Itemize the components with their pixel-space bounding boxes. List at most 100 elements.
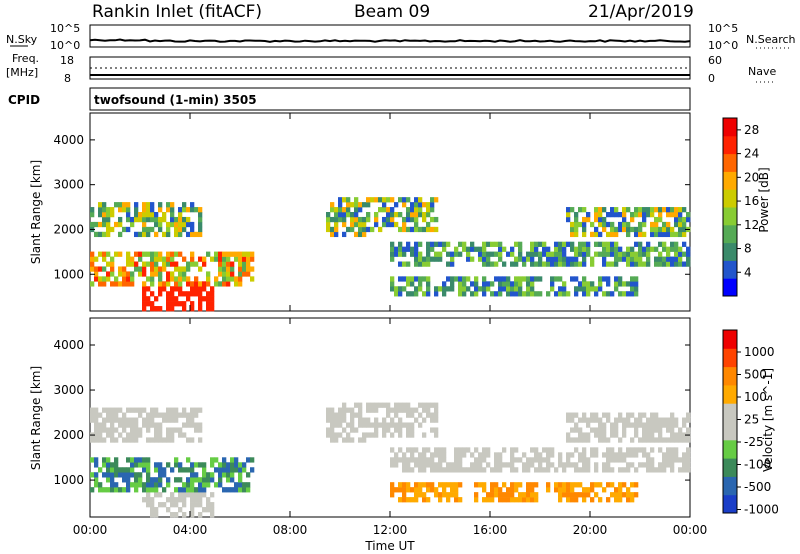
echo-cell	[638, 212, 643, 218]
echo-cell	[594, 467, 599, 473]
echo-cell	[154, 482, 159, 488]
echo-cell	[490, 497, 495, 503]
echo-cell	[102, 462, 107, 468]
echo-cell	[146, 502, 151, 508]
echo-cell	[182, 422, 187, 428]
echo-cell	[642, 447, 647, 453]
echo-cell	[214, 457, 219, 463]
echo-cell	[422, 276, 427, 282]
echo-cell	[482, 251, 487, 257]
echo-cell	[634, 452, 639, 458]
echo-cell	[670, 412, 675, 418]
echo-cell	[170, 221, 175, 228]
echo-cell	[594, 212, 599, 218]
echo-cell	[194, 427, 199, 433]
echo-cell	[498, 251, 503, 257]
echo-cell	[418, 261, 423, 267]
echo-cell	[350, 216, 355, 223]
colorbar-swatch	[723, 260, 737, 279]
echo-cell	[198, 216, 203, 223]
echo-cell	[234, 251, 239, 257]
echo-cell	[106, 212, 111, 218]
echo-cell	[474, 276, 479, 282]
echo-cell	[242, 266, 247, 272]
echo-cell	[622, 207, 627, 213]
echo-cell	[554, 241, 559, 247]
echo-cell	[582, 261, 587, 267]
echo-cell	[522, 467, 527, 473]
echo-cell	[338, 417, 343, 423]
echo-cell	[610, 246, 615, 252]
echo-cell	[182, 256, 187, 262]
echo-cell	[606, 437, 611, 443]
echo-cell	[166, 437, 171, 443]
echo-cell	[154, 507, 159, 513]
echo-cell	[494, 492, 499, 498]
echo-cell	[122, 281, 127, 287]
echo-cell	[186, 291, 191, 297]
echo-cell	[534, 497, 539, 503]
echo-cell	[134, 212, 139, 218]
echo-cell	[122, 437, 127, 443]
echo-cell	[98, 427, 103, 433]
echo-cell	[230, 457, 235, 463]
echo-cell	[414, 256, 419, 262]
echo-cell	[330, 202, 335, 208]
echo-cell	[394, 407, 399, 413]
echo-cell	[238, 482, 243, 488]
echo-cell	[434, 492, 439, 498]
echo-cell	[154, 296, 159, 302]
echo-cell	[366, 212, 371, 218]
echo-cell	[130, 472, 135, 478]
echo-cell	[674, 261, 679, 267]
echo-cell	[614, 422, 619, 428]
echo-cell	[334, 226, 339, 233]
echo-cell	[350, 212, 355, 218]
echo-cell	[234, 457, 239, 463]
echo-cell	[638, 412, 643, 418]
echo-cell	[366, 432, 371, 438]
echo-cell	[202, 482, 207, 488]
echo-cell	[150, 482, 155, 488]
echo-cell	[526, 462, 531, 468]
echo-cell	[530, 482, 535, 488]
echo-cell	[386, 207, 391, 213]
echo-cell	[562, 487, 567, 493]
echo-cell	[578, 467, 583, 473]
echo-cell	[638, 462, 643, 468]
echo-cell	[566, 256, 571, 262]
echo-cell	[630, 447, 635, 453]
echo-cell	[398, 276, 403, 282]
echo-cell	[218, 467, 223, 473]
echo-cell	[678, 256, 683, 262]
echo-cell	[610, 261, 615, 267]
echo-cell	[518, 497, 523, 503]
echo-cell	[378, 197, 383, 203]
echo-cell	[534, 447, 539, 453]
echo-cell	[482, 261, 487, 267]
echo-cell	[438, 452, 443, 458]
echo-cell	[354, 212, 359, 218]
echo-cell	[390, 482, 395, 488]
echo-cell	[578, 417, 583, 423]
colorbar-tick-label: 100	[744, 390, 767, 404]
echo-cell	[426, 497, 431, 503]
echo-cell	[450, 482, 455, 488]
echo-cell	[118, 271, 123, 277]
echo-cell	[642, 462, 647, 468]
echo-cell	[678, 231, 683, 238]
echo-cell	[166, 296, 171, 302]
echo-cell	[618, 212, 623, 218]
echo-cell	[222, 271, 227, 277]
echo-cell	[142, 457, 147, 463]
echo-cell	[498, 457, 503, 463]
echo-cell	[586, 281, 591, 287]
echo-cell	[570, 437, 575, 443]
echo-cell	[114, 412, 119, 418]
echo-cell	[686, 457, 691, 463]
echo-cell	[362, 422, 367, 428]
echo-cell	[114, 276, 119, 282]
echo-cell	[642, 422, 647, 428]
echo-cell	[130, 462, 135, 468]
